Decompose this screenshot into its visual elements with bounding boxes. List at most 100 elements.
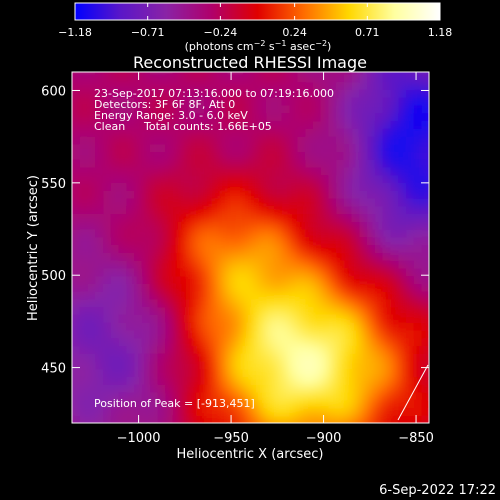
heatmap-pixel	[242, 399, 252, 409]
heatmap-pixel	[188, 360, 197, 370]
heatmap-pixel	[204, 112, 213, 122]
heatmap-pixel	[359, 197, 368, 207]
heatmap-pixel	[382, 174, 392, 184]
heatmap-pixel	[250, 159, 260, 168]
heatmap-pixel	[219, 337, 228, 347]
heatmap-pixel	[204, 329, 213, 339]
heatmap-pixel	[72, 314, 73, 323]
heatmap-pixel	[382, 345, 392, 354]
heatmap-pixel	[312, 384, 322, 393]
heatmap-pixel	[273, 329, 283, 339]
heatmap-pixel	[258, 236, 267, 246]
heatmap-pixel	[382, 244, 392, 253]
heatmap-pixel	[413, 345, 423, 354]
heatmap-pixel	[188, 368, 197, 378]
heatmap-pixel	[110, 384, 120, 393]
heatmap-pixel	[328, 159, 337, 168]
heatmap-pixel	[351, 306, 361, 315]
heatmap-pixel	[320, 120, 329, 129]
heatmap-pixel	[367, 221, 376, 230]
heatmap-pixel	[196, 399, 205, 409]
heatmap-pixel	[328, 368, 337, 378]
heatmap-pixel	[141, 322, 151, 331]
heatmap-pixel	[188, 329, 197, 339]
heatmap-pixel	[126, 135, 135, 145]
heatmap-pixel	[274, 423, 282, 431]
heatmap-pixel	[374, 166, 384, 176]
heatmap-pixel	[72, 197, 73, 207]
heatmap-pixel	[305, 229, 314, 238]
heatmap-pixel	[351, 314, 361, 323]
heatmap-pixel	[336, 213, 345, 222]
heatmap-pixel	[328, 128, 337, 137]
heatmap-pixel	[250, 174, 260, 184]
heatmap-pixel	[126, 337, 135, 347]
heatmap-pixel	[219, 120, 228, 129]
heatmap-pixel	[312, 322, 322, 331]
heatmap-pixel	[87, 182, 96, 191]
heatmap-pixel	[242, 407, 252, 416]
heatmap-pixel	[95, 97, 104, 106]
heatmap-pixel	[336, 81, 345, 90]
heatmap-pixel	[429, 392, 437, 400]
heatmap-pixel	[351, 213, 361, 222]
heatmap-pixel	[180, 345, 190, 354]
heatmap-pixel	[258, 205, 267, 215]
heatmap-pixel	[390, 298, 399, 308]
heatmap-pixel	[336, 236, 345, 246]
heatmap-pixel	[87, 159, 96, 168]
heatmap-pixel	[87, 104, 96, 114]
heatmap-pixel	[367, 128, 376, 137]
heatmap-pixel	[273, 97, 283, 106]
heatmap-pixel	[266, 221, 275, 230]
heatmap-pixel	[413, 135, 423, 145]
heatmap-pixel	[103, 306, 112, 315]
heatmap-pixel	[429, 299, 437, 307]
heatmap-pixel	[134, 159, 143, 168]
heatmap-pixel	[95, 384, 104, 393]
heatmap-pixel	[258, 197, 267, 207]
heatmap-pixel	[281, 415, 291, 423]
heatmap-pixel	[305, 283, 314, 292]
heatmap-pixel	[312, 337, 322, 347]
heatmap-pixel	[328, 407, 337, 416]
heatmap-pixel	[421, 407, 429, 416]
heatmap-pixel	[103, 174, 112, 184]
heatmap-pixel	[204, 205, 213, 215]
heatmap-pixel	[312, 399, 322, 409]
heatmap-pixel	[359, 166, 368, 176]
heatmap-pixel	[134, 213, 143, 222]
heatmap-pixel	[219, 97, 228, 106]
heatmap-pixel	[273, 244, 283, 253]
heatmap-pixel	[398, 135, 407, 145]
heatmap-pixel	[188, 190, 197, 199]
heatmap-pixel	[328, 135, 337, 145]
heatmap-pixel	[87, 151, 96, 160]
heatmap-pixel	[141, 329, 151, 339]
heatmap-pixel	[103, 221, 112, 230]
heatmap-pixel	[110, 399, 120, 409]
heatmap-pixel	[79, 143, 89, 153]
heatmap-pixel	[382, 73, 392, 83]
heatmap-pixel	[297, 159, 306, 168]
heatmap-pixel	[188, 89, 197, 98]
heatmap-pixel	[196, 275, 205, 284]
heatmap-pixel	[351, 291, 361, 300]
heatmap-pixel	[359, 407, 368, 416]
heatmap-pixel	[211, 143, 221, 153]
heatmap-pixel	[312, 376, 322, 385]
heatmap-pixel	[297, 81, 306, 90]
heatmap-pixel	[126, 159, 135, 168]
heatmap-pixel	[149, 135, 159, 145]
x-tick-label: −950	[213, 431, 249, 446]
heatmap-pixel	[367, 205, 376, 215]
heatmap-pixel	[398, 229, 407, 238]
heatmap-pixel	[110, 213, 120, 222]
heatmap-pixel	[87, 260, 96, 269]
heatmap-pixel	[336, 337, 345, 347]
heatmap-pixel	[118, 73, 127, 83]
heatmap-pixel	[118, 399, 127, 409]
heatmap-pixel	[250, 221, 260, 230]
heatmap-pixel	[367, 376, 376, 385]
heatmap-pixel	[398, 190, 407, 199]
